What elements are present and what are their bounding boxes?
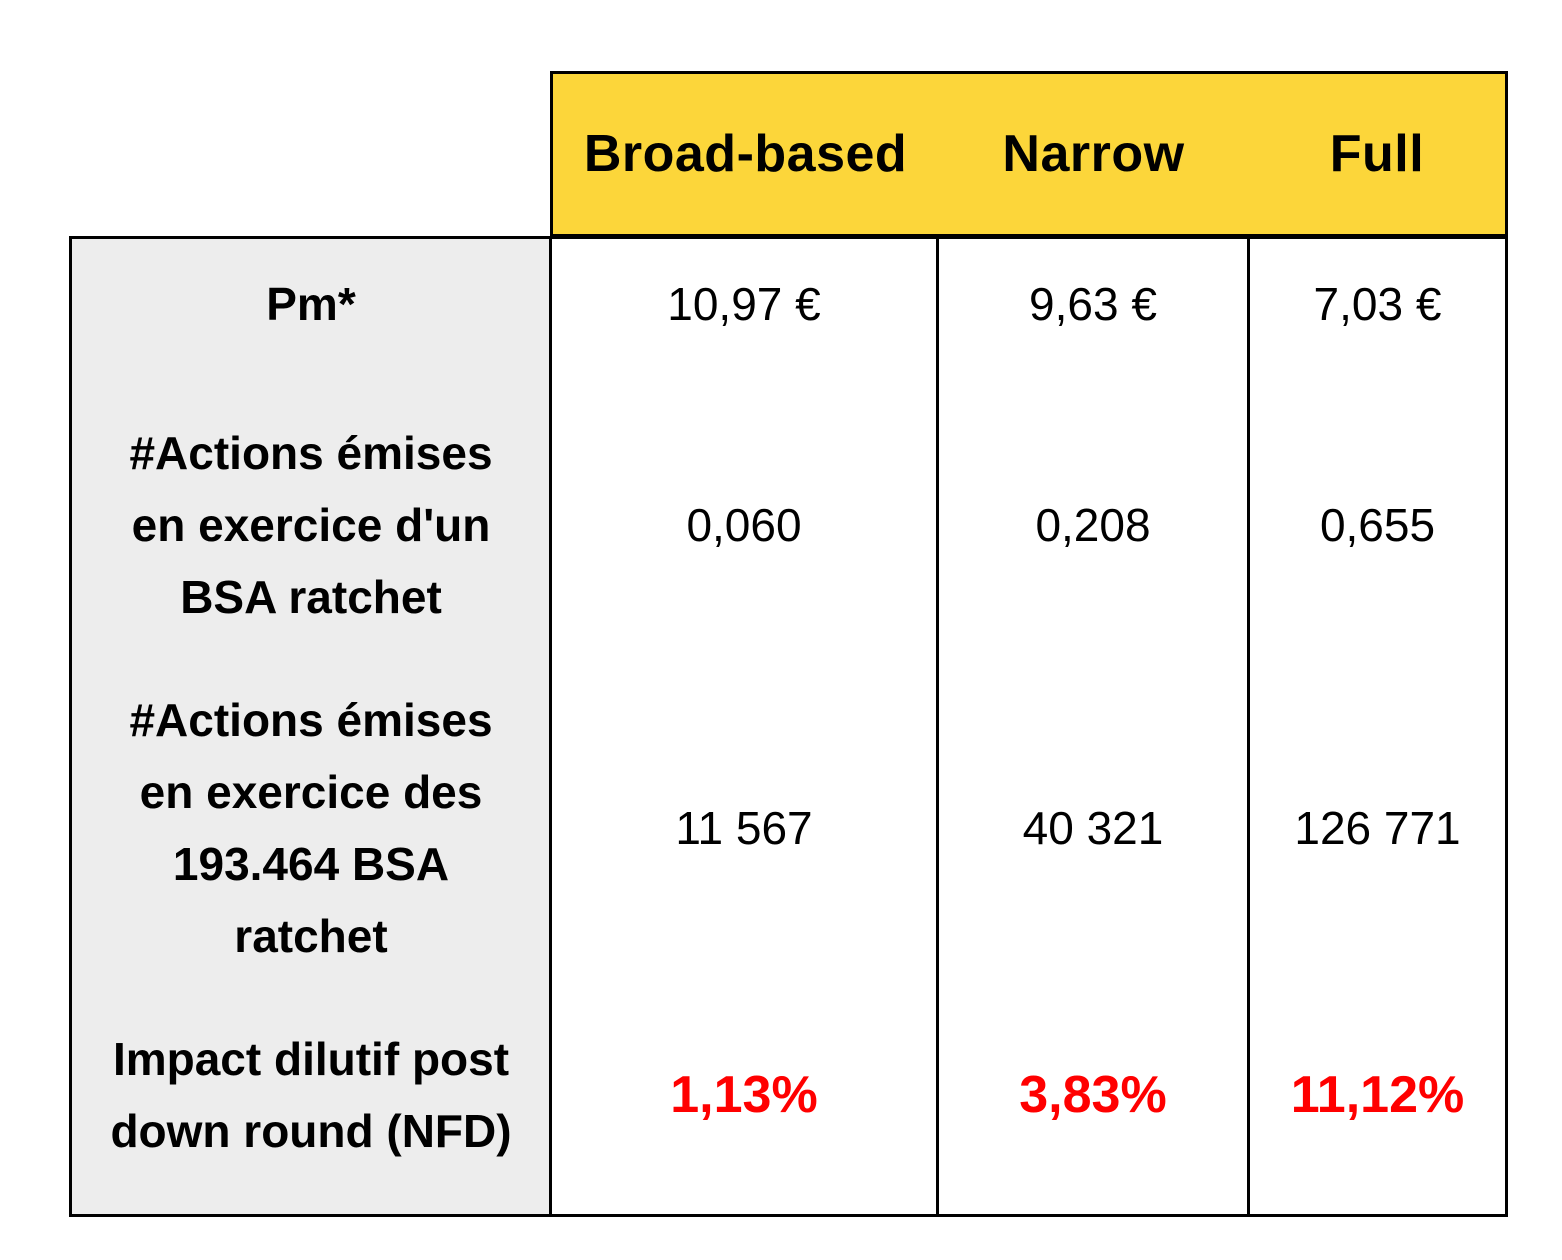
table-cell: 40 321 [1022,801,1164,854]
column-divider [549,236,552,1217]
row-label-impact-dilutif: Impact dilutif post down round (NFD) [110,1033,512,1157]
table-cell: 0,208 [1035,499,1151,551]
table-cell: 11 567 [675,801,813,854]
column-divider [936,236,939,1217]
table-cell: 0,655 [1319,499,1436,551]
row-label-pm: Pm* [266,278,356,330]
column-header-full: Full [1329,125,1425,183]
column-header-narrow: Narrow [1002,125,1185,183]
table-header-band [550,71,1508,237]
row-label-actions-total: #Actions émises en exercice des 193.464 … [129,693,493,962]
table-cell: 7,03 € [1313,278,1442,330]
table-body-frame [69,236,1508,1217]
table-cell: 9,63 € [1029,278,1157,330]
impact-value: 1,13% [670,1066,818,1124]
column-header-broad-based: Broad-based [583,125,908,183]
column-divider [1247,236,1250,1217]
row-label-column [72,239,550,1214]
impact-value: 11,12% [1290,1066,1465,1124]
table-cell: 126 771 [1294,801,1461,854]
table-cell: 0,060 [686,499,802,551]
table-cell: 10,97 € [667,278,821,330]
impact-value: 3,83% [1019,1066,1167,1124]
row-label-actions-per-bsa: #Actions émises en exercice d'un BSA rat… [129,427,493,623]
